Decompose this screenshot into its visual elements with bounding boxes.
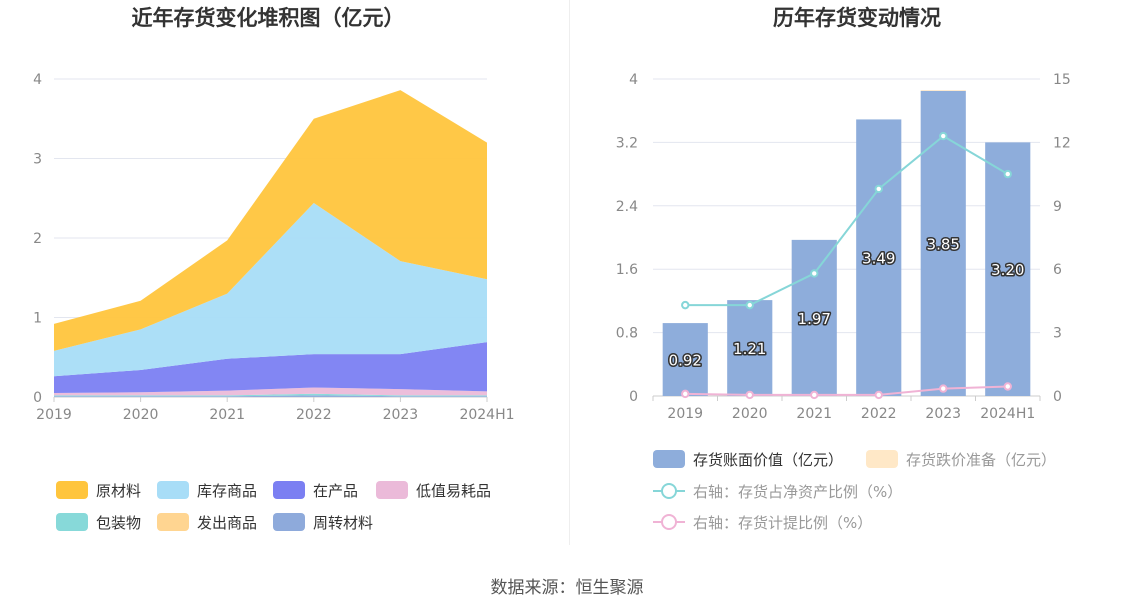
line-point [810, 269, 819, 278]
panel-divider [569, 0, 570, 545]
left-y-tick: 2 [33, 231, 42, 247]
area-series-原材料 [54, 90, 487, 351]
line-point [745, 390, 754, 400]
left-y-tick: 1 [33, 311, 42, 327]
right-y2-tick: 12 [1053, 135, 1071, 151]
legend-label[interactable]: 存货跌价准备（亿元） [906, 451, 1056, 469]
legend-swatch[interactable] [376, 481, 408, 499]
right-x-tick: 2024H1 [980, 406, 1035, 422]
left-chart-title: 近年存货变化堆积图（亿元） [132, 6, 405, 30]
bar-line-chart: 历年存货变动情况 0.921.211.973.493.853.20 00.81.… [616, 6, 1071, 532]
legend-marker[interactable] [661, 514, 677, 530]
legend-label[interactable]: 低值易耗品 [416, 482, 491, 500]
line-point [939, 384, 948, 393]
line-point [874, 390, 883, 400]
right-y-tick: 4 [629, 72, 638, 88]
legend-swatch[interactable] [157, 513, 189, 531]
legend-label[interactable]: 存货账面价值（亿元） [693, 451, 843, 469]
left-x-tick: 2024H1 [459, 407, 514, 423]
stacked-area-chart: 近年存货变化堆积图（亿元） 0 1 2 3 4 2019 2020 2021 2022 2023 2… [33, 6, 514, 532]
legend-swatch[interactable] [653, 450, 685, 468]
right-x-tick: 2023 [925, 406, 961, 422]
right-y2-tick: 9 [1053, 199, 1062, 215]
left-x-tick: 2019 [36, 407, 72, 423]
bar-inventory-value [727, 300, 773, 396]
bar-data-label: 3.85 [927, 235, 960, 253]
legend-label[interactable]: 在产品 [313, 482, 358, 500]
legend-swatch[interactable] [157, 481, 189, 499]
legend-swatch[interactable] [273, 481, 305, 499]
bar-data-label: 0.92 [669, 352, 702, 370]
area-series-库存商品 [54, 203, 487, 377]
area-series-在产品 [54, 342, 487, 393]
right-y2-tick: 6 [1053, 262, 1062, 278]
right-y-tick: 0 [629, 389, 638, 405]
line-point [681, 300, 690, 310]
legend-label[interactable]: 库存商品 [197, 482, 257, 500]
line-point [810, 390, 819, 400]
data-source: 数据来源：恒生聚源 [490, 578, 644, 598]
bar-data-label: 3.20 [991, 261, 1024, 279]
line-point [939, 131, 948, 141]
left-x-tick: 2021 [209, 407, 245, 423]
bar-inventory-value [920, 90, 966, 396]
line-point [681, 389, 690, 399]
legend-label[interactable]: 右轴：存货计提比例（%） [693, 514, 872, 532]
left-y-tick: 0 [33, 390, 42, 406]
bar-inventory-value [662, 323, 708, 396]
left-y-tick: 4 [33, 72, 42, 88]
line-point [745, 300, 754, 310]
left-x-tick: 2023 [383, 407, 419, 423]
right-y2-tick: 3 [1053, 326, 1062, 342]
left-x-tick: 2022 [296, 407, 332, 423]
right-y-tick: 0.8 [616, 326, 638, 342]
bar-inventory-value [856, 119, 902, 396]
right-x-tick: 2019 [667, 406, 703, 422]
area-series-包装物 [54, 393, 487, 397]
bar-impairment [920, 90, 966, 91]
bar-data-label: 1.21 [733, 340, 766, 358]
legend-swatch[interactable] [56, 481, 88, 499]
bar-inventory-value [791, 239, 837, 396]
legend-swatch[interactable] [56, 513, 88, 531]
legend-label[interactable]: 包装物 [96, 514, 141, 532]
right-y-tick: 2.4 [616, 199, 638, 215]
right-y2-tick: 15 [1053, 72, 1071, 88]
right-y2-tick: 0 [1053, 389, 1062, 405]
line-point [874, 184, 883, 194]
line-series [685, 134, 1009, 307]
legend-swatch[interactable] [866, 450, 898, 468]
right-chart-title: 历年存货变动情况 [773, 6, 941, 30]
left-x-tick: 2020 [123, 407, 159, 423]
area-series-低值易耗品 [54, 387, 487, 396]
legend-marker[interactable] [661, 483, 677, 499]
bar-data-label: 1.97 [798, 310, 831, 328]
bar-inventory-value [985, 142, 1031, 396]
legend-swatch[interactable] [273, 513, 305, 531]
right-x-tick: 2022 [861, 406, 897, 422]
area-series-周转材料 [54, 395, 487, 397]
line-series [685, 385, 1008, 396]
right-x-tick: 2020 [732, 406, 768, 422]
line-point [1003, 382, 1012, 391]
right-y-tick: 1.6 [616, 262, 638, 278]
right-x-tick: 2021 [796, 406, 832, 422]
right-y-tick: 3.2 [616, 135, 638, 151]
bar-data-label: 3.49 [862, 250, 895, 268]
line-point [1003, 169, 1012, 179]
legend-label[interactable]: 周转材料 [313, 514, 373, 532]
legend-label[interactable]: 原材料 [96, 482, 141, 500]
left-y-tick: 3 [33, 152, 42, 168]
legend-label[interactable]: 发出商品 [197, 514, 257, 532]
legend-label[interactable]: 右轴：存货占净资产比例（%） [693, 483, 902, 501]
